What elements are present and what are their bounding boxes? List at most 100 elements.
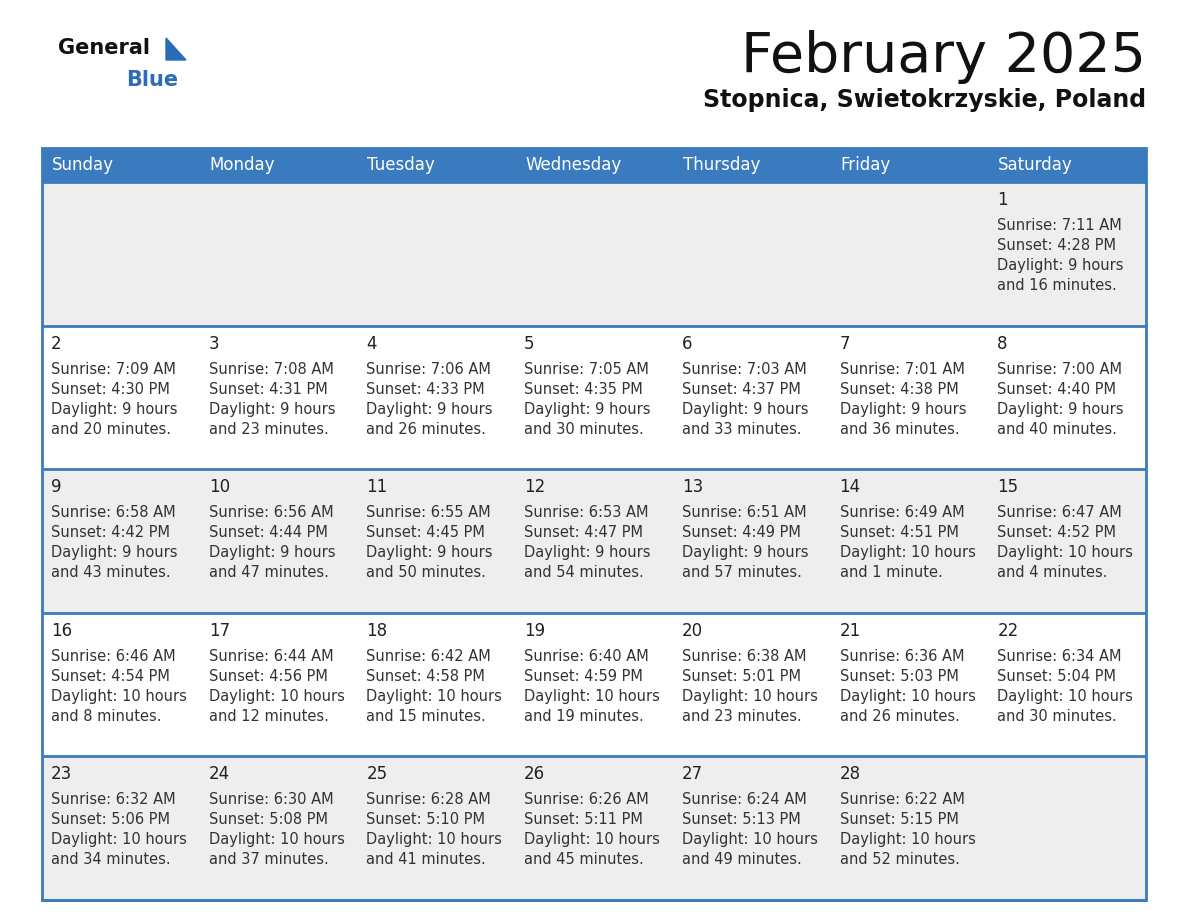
Text: and 19 minutes.: and 19 minutes. (524, 709, 644, 723)
Text: 14: 14 (840, 478, 860, 497)
Text: Sunset: 5:04 PM: Sunset: 5:04 PM (997, 669, 1117, 684)
Text: and 20 minutes.: and 20 minutes. (51, 421, 171, 437)
Text: Daylight: 9 hours: Daylight: 9 hours (366, 545, 493, 560)
Text: Daylight: 10 hours: Daylight: 10 hours (51, 688, 187, 704)
Text: Sunrise: 6:32 AM: Sunrise: 6:32 AM (51, 792, 176, 808)
Bar (988, 756, 1146, 900)
Text: Daylight: 10 hours: Daylight: 10 hours (366, 833, 503, 847)
Bar (200, 756, 358, 900)
Text: 20: 20 (682, 621, 703, 640)
Bar (830, 756, 988, 900)
Text: Daylight: 9 hours: Daylight: 9 hours (682, 545, 808, 560)
Text: Sunset: 5:08 PM: Sunset: 5:08 PM (209, 812, 328, 827)
Text: Daylight: 10 hours: Daylight: 10 hours (997, 688, 1133, 704)
Bar (200, 613, 358, 756)
Bar (42, 148, 1146, 900)
Text: Sunset: 4:35 PM: Sunset: 4:35 PM (524, 382, 643, 397)
Text: Thursday: Thursday (683, 156, 760, 174)
Bar (42, 182, 200, 326)
Bar (830, 182, 988, 326)
Bar (42, 148, 200, 182)
Bar (672, 326, 830, 469)
Bar (42, 756, 200, 900)
Text: 25: 25 (366, 766, 387, 783)
Text: Daylight: 10 hours: Daylight: 10 hours (51, 833, 187, 847)
Text: Daylight: 10 hours: Daylight: 10 hours (209, 688, 345, 704)
Text: and 54 minutes.: and 54 minutes. (524, 565, 644, 580)
Bar (358, 182, 516, 326)
Bar (358, 469, 516, 613)
Text: Daylight: 10 hours: Daylight: 10 hours (997, 545, 1133, 560)
Bar (672, 756, 830, 900)
Text: Wednesday: Wednesday (525, 156, 621, 174)
Text: Sunset: 4:42 PM: Sunset: 4:42 PM (51, 525, 170, 540)
Text: 8: 8 (997, 334, 1007, 353)
Bar (672, 613, 830, 756)
Text: 9: 9 (51, 478, 62, 497)
Bar (516, 326, 672, 469)
Text: 1: 1 (997, 191, 1007, 209)
Text: 24: 24 (209, 766, 229, 783)
Text: and 4 minutes.: and 4 minutes. (997, 565, 1107, 580)
Text: Sunrise: 6:42 AM: Sunrise: 6:42 AM (366, 649, 491, 664)
Text: Sunset: 4:44 PM: Sunset: 4:44 PM (209, 525, 328, 540)
Bar (672, 469, 830, 613)
Text: and 26 minutes.: and 26 minutes. (840, 709, 960, 723)
Text: Daylight: 10 hours: Daylight: 10 hours (524, 833, 661, 847)
Bar (988, 469, 1146, 613)
Text: and 23 minutes.: and 23 minutes. (682, 709, 802, 723)
Text: 27: 27 (682, 766, 703, 783)
Text: Sunrise: 6:56 AM: Sunrise: 6:56 AM (209, 505, 334, 521)
Text: Stopnica, Swietokrzyskie, Poland: Stopnica, Swietokrzyskie, Poland (703, 88, 1146, 112)
Text: and 30 minutes.: and 30 minutes. (997, 709, 1117, 723)
Text: Sunrise: 6:47 AM: Sunrise: 6:47 AM (997, 505, 1121, 521)
Text: Sunrise: 7:11 AM: Sunrise: 7:11 AM (997, 218, 1121, 233)
Bar (672, 182, 830, 326)
Text: Sunset: 4:37 PM: Sunset: 4:37 PM (682, 382, 801, 397)
Bar (200, 469, 358, 613)
Text: Daylight: 9 hours: Daylight: 9 hours (682, 401, 808, 417)
Text: and 1 minute.: and 1 minute. (840, 565, 942, 580)
Text: Sunrise: 7:03 AM: Sunrise: 7:03 AM (682, 362, 807, 376)
Text: and 34 minutes.: and 34 minutes. (51, 853, 171, 868)
Bar (516, 148, 672, 182)
Text: Blue: Blue (126, 70, 178, 90)
Text: Sunday: Sunday (52, 156, 114, 174)
Text: Sunset: 4:58 PM: Sunset: 4:58 PM (366, 669, 486, 684)
Polygon shape (166, 38, 187, 60)
Text: Friday: Friday (841, 156, 891, 174)
Bar (42, 326, 200, 469)
Bar (200, 148, 358, 182)
Text: and 23 minutes.: and 23 minutes. (209, 421, 328, 437)
Text: Daylight: 10 hours: Daylight: 10 hours (209, 833, 345, 847)
Text: Daylight: 10 hours: Daylight: 10 hours (840, 545, 975, 560)
Text: Daylight: 9 hours: Daylight: 9 hours (366, 401, 493, 417)
Text: Sunrise: 7:08 AM: Sunrise: 7:08 AM (209, 362, 334, 376)
Text: Sunset: 4:51 PM: Sunset: 4:51 PM (840, 525, 959, 540)
Text: Sunrise: 6:38 AM: Sunrise: 6:38 AM (682, 649, 807, 664)
Bar (830, 148, 988, 182)
Text: 28: 28 (840, 766, 860, 783)
Text: Sunset: 4:33 PM: Sunset: 4:33 PM (366, 382, 485, 397)
Bar (358, 148, 516, 182)
Text: Daylight: 9 hours: Daylight: 9 hours (51, 545, 177, 560)
Bar (516, 182, 672, 326)
Text: 21: 21 (840, 621, 861, 640)
Text: 3: 3 (209, 334, 220, 353)
Text: Sunrise: 6:53 AM: Sunrise: 6:53 AM (524, 505, 649, 521)
Text: Sunset: 5:13 PM: Sunset: 5:13 PM (682, 812, 801, 827)
Text: Sunrise: 6:58 AM: Sunrise: 6:58 AM (51, 505, 176, 521)
Text: and 41 minutes.: and 41 minutes. (366, 853, 486, 868)
Text: Sunset: 4:40 PM: Sunset: 4:40 PM (997, 382, 1117, 397)
Text: Sunset: 5:03 PM: Sunset: 5:03 PM (840, 669, 959, 684)
Text: and 12 minutes.: and 12 minutes. (209, 709, 329, 723)
Text: Sunrise: 7:00 AM: Sunrise: 7:00 AM (997, 362, 1123, 376)
Text: Daylight: 10 hours: Daylight: 10 hours (524, 688, 661, 704)
Text: 18: 18 (366, 621, 387, 640)
Text: General: General (58, 38, 150, 58)
Bar (988, 613, 1146, 756)
Bar (200, 182, 358, 326)
Text: Sunset: 4:31 PM: Sunset: 4:31 PM (209, 382, 328, 397)
Text: and 45 minutes.: and 45 minutes. (524, 853, 644, 868)
Text: 13: 13 (682, 478, 703, 497)
